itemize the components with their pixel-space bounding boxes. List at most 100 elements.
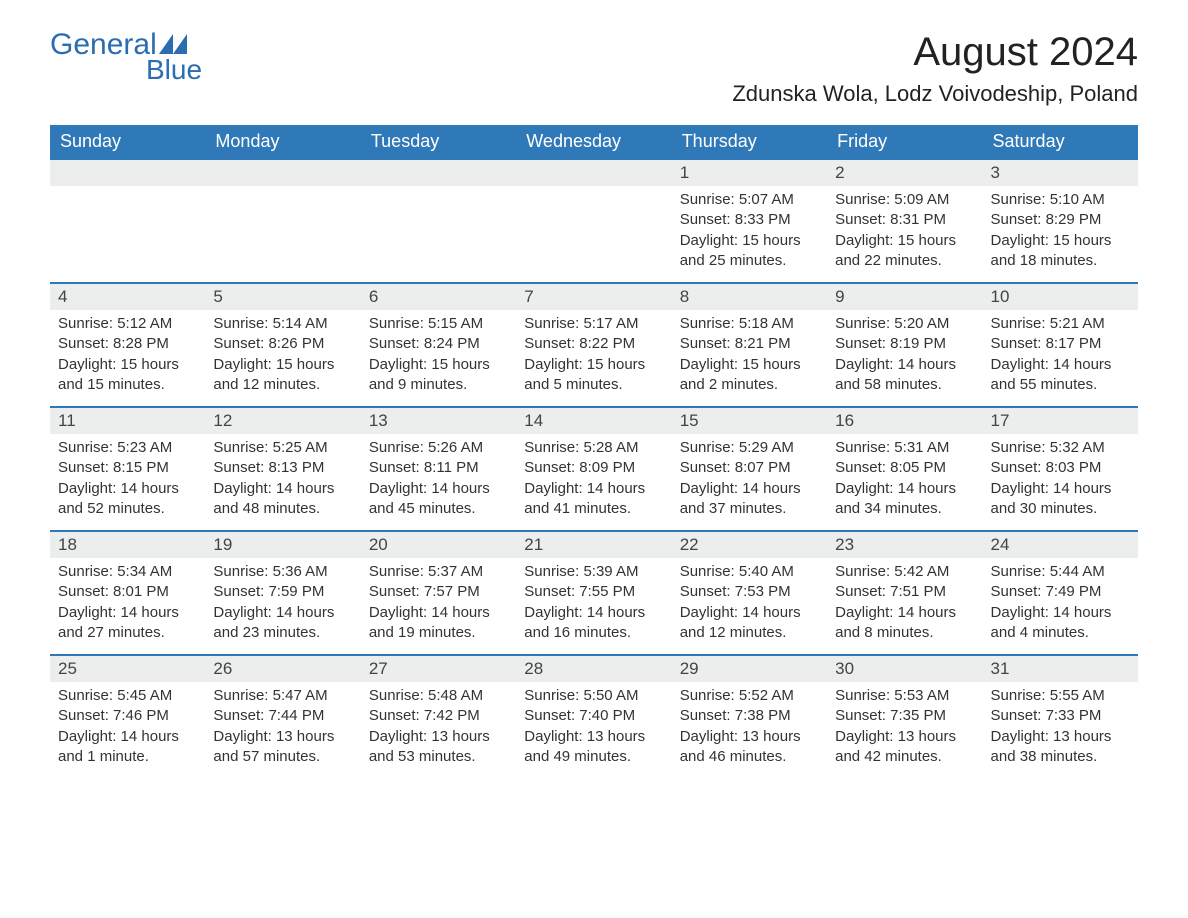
daylight-text: Daylight: 14 hours and 4 minutes. <box>991 603 1130 644</box>
day-cell: 13Sunrise: 5:26 AMSunset: 8:11 PMDayligh… <box>361 406 516 530</box>
day-body: Sunrise: 5:07 AMSunset: 8:33 PMDaylight:… <box>672 186 827 281</box>
sunrise-text: Sunrise: 5:50 AM <box>524 686 663 706</box>
daylight-text: Daylight: 14 hours and 55 minutes. <box>991 355 1130 396</box>
day-number: 25 <box>50 656 205 682</box>
sunrise-text: Sunrise: 5:48 AM <box>369 686 508 706</box>
day-body: Sunrise: 5:31 AMSunset: 8:05 PMDaylight:… <box>827 434 982 529</box>
weekday-header: Friday <box>827 125 982 158</box>
day-number: 18 <box>50 532 205 558</box>
daylight-text: Daylight: 14 hours and 52 minutes. <box>58 479 197 520</box>
day-number: 12 <box>205 408 360 434</box>
day-number: 24 <box>983 532 1138 558</box>
day-body: Sunrise: 5:48 AMSunset: 7:42 PMDaylight:… <box>361 682 516 777</box>
daylight-text: Daylight: 13 hours and 38 minutes. <box>991 727 1130 768</box>
day-cell: 6Sunrise: 5:15 AMSunset: 8:24 PMDaylight… <box>361 282 516 406</box>
sunrise-text: Sunrise: 5:31 AM <box>835 438 974 458</box>
daylight-text: Daylight: 15 hours and 15 minutes. <box>58 355 197 396</box>
day-body: Sunrise: 5:15 AMSunset: 8:24 PMDaylight:… <box>361 310 516 405</box>
day-cell: 16Sunrise: 5:31 AMSunset: 8:05 PMDayligh… <box>827 406 982 530</box>
day-body <box>516 186 671 200</box>
day-body: Sunrise: 5:12 AMSunset: 8:28 PMDaylight:… <box>50 310 205 405</box>
sunset-text: Sunset: 7:35 PM <box>835 706 974 726</box>
day-number: 7 <box>516 284 671 310</box>
sunset-text: Sunset: 8:31 PM <box>835 210 974 230</box>
day-number: 15 <box>672 408 827 434</box>
day-cell: 10Sunrise: 5:21 AMSunset: 8:17 PMDayligh… <box>983 282 1138 406</box>
daylight-text: Daylight: 14 hours and 37 minutes. <box>680 479 819 520</box>
weekday-header-row: SundayMondayTuesdayWednesdayThursdayFrid… <box>50 125 1138 158</box>
day-cell <box>361 158 516 282</box>
daylight-text: Daylight: 13 hours and 57 minutes. <box>213 727 352 768</box>
day-number: 20 <box>361 532 516 558</box>
day-number: 16 <box>827 408 982 434</box>
daylight-text: Daylight: 15 hours and 18 minutes. <box>991 231 1130 272</box>
sunrise-text: Sunrise: 5:10 AM <box>991 190 1130 210</box>
day-number: 28 <box>516 656 671 682</box>
calendar: SundayMondayTuesdayWednesdayThursdayFrid… <box>50 125 1138 778</box>
day-number: 17 <box>983 408 1138 434</box>
sunset-text: Sunset: 7:44 PM <box>213 706 352 726</box>
weekday-header: Wednesday <box>516 125 671 158</box>
title-block: August 2024 Zdunska Wola, Lodz Voivodesh… <box>732 30 1138 107</box>
day-number: 3 <box>983 160 1138 186</box>
sunrise-text: Sunrise: 5:14 AM <box>213 314 352 334</box>
day-number: 14 <box>516 408 671 434</box>
sunrise-text: Sunrise: 5:17 AM <box>524 314 663 334</box>
day-body: Sunrise: 5:47 AMSunset: 7:44 PMDaylight:… <box>205 682 360 777</box>
day-cell: 14Sunrise: 5:28 AMSunset: 8:09 PMDayligh… <box>516 406 671 530</box>
sunset-text: Sunset: 7:59 PM <box>213 582 352 602</box>
day-cell: 8Sunrise: 5:18 AMSunset: 8:21 PMDaylight… <box>672 282 827 406</box>
day-number: 6 <box>361 284 516 310</box>
day-number: 30 <box>827 656 982 682</box>
day-body: Sunrise: 5:44 AMSunset: 7:49 PMDaylight:… <box>983 558 1138 653</box>
daylight-text: Daylight: 14 hours and 27 minutes. <box>58 603 197 644</box>
sunrise-text: Sunrise: 5:21 AM <box>991 314 1130 334</box>
sunset-text: Sunset: 8:11 PM <box>369 458 508 478</box>
daylight-text: Daylight: 14 hours and 48 minutes. <box>213 479 352 520</box>
sunset-text: Sunset: 8:29 PM <box>991 210 1130 230</box>
sunset-text: Sunset: 8:03 PM <box>991 458 1130 478</box>
weekday-header: Tuesday <box>361 125 516 158</box>
daylight-text: Daylight: 14 hours and 30 minutes. <box>991 479 1130 520</box>
sunset-text: Sunset: 7:49 PM <box>991 582 1130 602</box>
daylight-text: Daylight: 14 hours and 41 minutes. <box>524 479 663 520</box>
day-cell: 31Sunrise: 5:55 AMSunset: 7:33 PMDayligh… <box>983 654 1138 778</box>
logo: General Blue <box>50 30 202 84</box>
sunset-text: Sunset: 8:24 PM <box>369 334 508 354</box>
sunset-text: Sunset: 7:42 PM <box>369 706 508 726</box>
daylight-text: Daylight: 15 hours and 12 minutes. <box>213 355 352 396</box>
sunrise-text: Sunrise: 5:29 AM <box>680 438 819 458</box>
week-row: 1Sunrise: 5:07 AMSunset: 8:33 PMDaylight… <box>50 158 1138 282</box>
day-body <box>205 186 360 200</box>
day-cell: 19Sunrise: 5:36 AMSunset: 7:59 PMDayligh… <box>205 530 360 654</box>
day-body: Sunrise: 5:20 AMSunset: 8:19 PMDaylight:… <box>827 310 982 405</box>
sunrise-text: Sunrise: 5:25 AM <box>213 438 352 458</box>
daylight-text: Daylight: 15 hours and 5 minutes. <box>524 355 663 396</box>
sunrise-text: Sunrise: 5:53 AM <box>835 686 974 706</box>
day-cell: 26Sunrise: 5:47 AMSunset: 7:44 PMDayligh… <box>205 654 360 778</box>
sunrise-text: Sunrise: 5:39 AM <box>524 562 663 582</box>
sunrise-text: Sunrise: 5:45 AM <box>58 686 197 706</box>
day-number: 27 <box>361 656 516 682</box>
day-number: 11 <box>50 408 205 434</box>
day-cell: 11Sunrise: 5:23 AMSunset: 8:15 PMDayligh… <box>50 406 205 530</box>
sunrise-text: Sunrise: 5:09 AM <box>835 190 974 210</box>
day-body: Sunrise: 5:52 AMSunset: 7:38 PMDaylight:… <box>672 682 827 777</box>
day-body: Sunrise: 5:42 AMSunset: 7:51 PMDaylight:… <box>827 558 982 653</box>
daylight-text: Daylight: 14 hours and 16 minutes. <box>524 603 663 644</box>
day-cell: 28Sunrise: 5:50 AMSunset: 7:40 PMDayligh… <box>516 654 671 778</box>
day-body: Sunrise: 5:25 AMSunset: 8:13 PMDaylight:… <box>205 434 360 529</box>
day-cell: 20Sunrise: 5:37 AMSunset: 7:57 PMDayligh… <box>361 530 516 654</box>
day-cell: 18Sunrise: 5:34 AMSunset: 8:01 PMDayligh… <box>50 530 205 654</box>
day-body <box>50 186 205 200</box>
day-number: 31 <box>983 656 1138 682</box>
day-number: 13 <box>361 408 516 434</box>
sunset-text: Sunset: 8:17 PM <box>991 334 1130 354</box>
sunset-text: Sunset: 8:21 PM <box>680 334 819 354</box>
day-cell <box>50 158 205 282</box>
sunrise-text: Sunrise: 5:34 AM <box>58 562 197 582</box>
sunset-text: Sunset: 7:55 PM <box>524 582 663 602</box>
sunrise-text: Sunrise: 5:37 AM <box>369 562 508 582</box>
header: General Blue August 2024 Zdunska Wola, L… <box>50 30 1138 107</box>
sunset-text: Sunset: 8:28 PM <box>58 334 197 354</box>
